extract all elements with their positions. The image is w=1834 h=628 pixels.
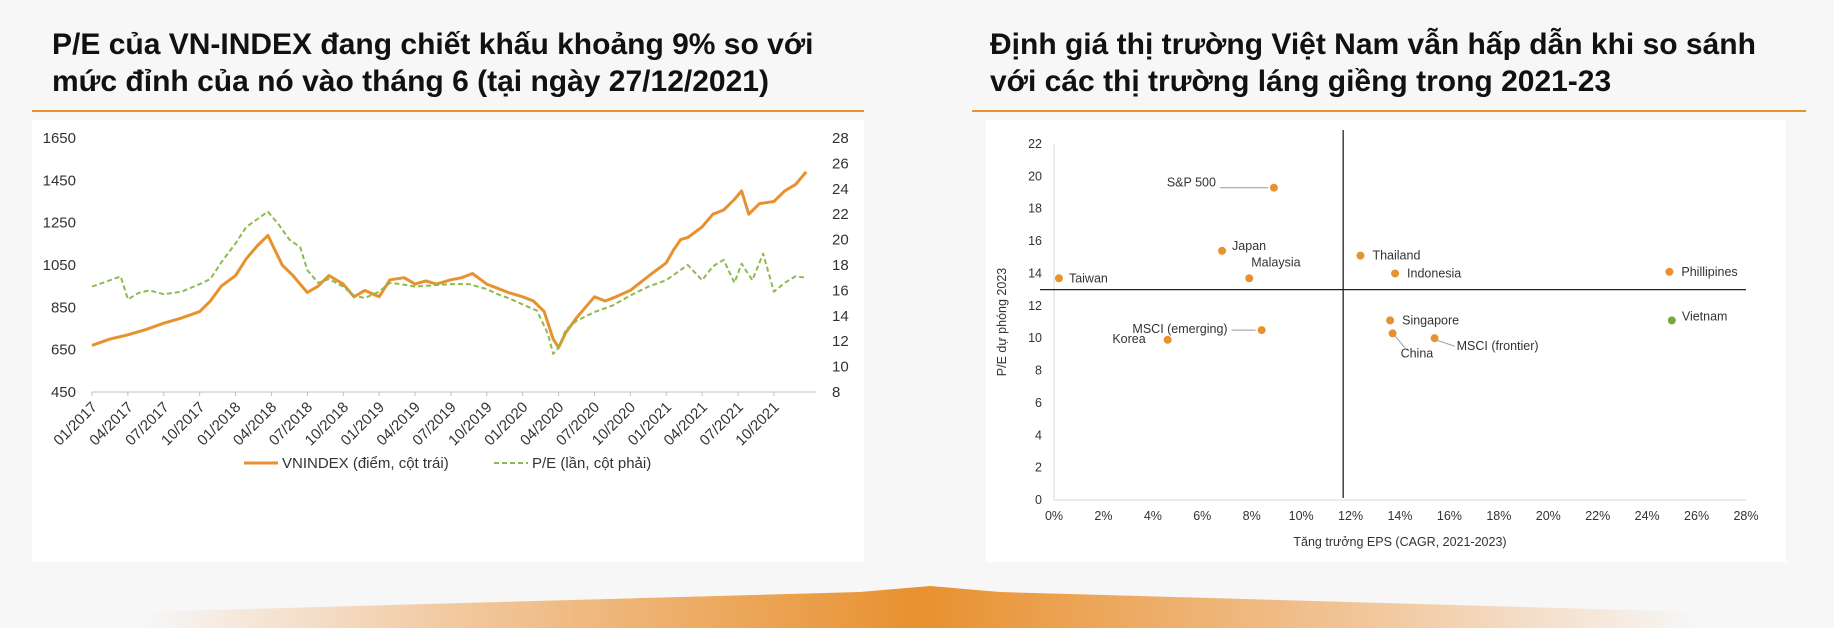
- scatter-y-tick-label: 0: [1035, 493, 1042, 507]
- y-right-tick-label: 10: [832, 359, 849, 376]
- point-leader-line: [1436, 339, 1455, 347]
- scatter-point: [1391, 269, 1400, 278]
- scatter-point-label: MSCI (frontier): [1457, 339, 1539, 353]
- scatter-point-label: S&P 500: [1167, 176, 1216, 190]
- scatter-x-tick-label: 20%: [1536, 509, 1561, 523]
- scatter-point-label: Indonesia: [1407, 266, 1461, 280]
- scatter-point: [1430, 334, 1439, 343]
- scatter-x-tick-label: 22%: [1585, 509, 1610, 523]
- scatter-x-tick-label: 26%: [1684, 509, 1709, 523]
- left-chart-title-line2: mức đỉnh của nó vào tháng 6 (tại ngày 27…: [52, 65, 769, 98]
- left-chart-title-line1: P/E của VN-INDEX đang chiết khấu khoảng …: [52, 28, 814, 61]
- scatter-x-tick-label: 12%: [1338, 509, 1363, 523]
- scatter-y-tick-label: 22: [1028, 137, 1042, 151]
- scatter-point-label: Vietnam: [1682, 309, 1728, 323]
- scatter-y-tick-label: 18: [1028, 202, 1042, 216]
- scatter-y-tick-label: 4: [1035, 428, 1042, 442]
- scatter-point-label: Singapore: [1402, 313, 1459, 327]
- y-left-tick-label: 1050: [43, 257, 76, 274]
- scatter-y-tick-label: 2: [1035, 461, 1042, 475]
- legend-vnindex-label: VNINDEX (điểm, cột trái): [282, 455, 449, 472]
- scatter-point-label: Korea: [1112, 332, 1145, 346]
- y-right-tick-label: 12: [832, 333, 849, 350]
- vnindex-series-line: [91, 170, 808, 350]
- right-title-divider: [972, 110, 1806, 112]
- valuation-scatter-panel: 0 2 4 6 8 10 12 14 16 18 20 22 0% 2% 4% 6% 8% 10% 12% 14% 16…: [986, 120, 1786, 562]
- y-left-tick-label: 450: [51, 384, 76, 401]
- right-chart-title-line1: Định giá thị trường Việt Nam vẫn hấp dẫn…: [990, 28, 1756, 61]
- scatter-y-tick-label: 14: [1028, 266, 1042, 280]
- scatter-x-axis-title: Tăng trưởng EPS (CAGR, 2021-2023): [1293, 535, 1506, 549]
- vnindex-pe-chart-panel: 1650 1450 1250 1050 850 650 450 28 26 24 22 20 18 16 1…: [32, 120, 864, 562]
- footer-accent-band: [140, 586, 1700, 628]
- scatter-x-tick-label: 24%: [1635, 509, 1660, 523]
- y-right-tick-label: 16: [832, 282, 849, 299]
- scatter-point: [1163, 335, 1172, 344]
- scatter-x-tick-label: 14%: [1387, 509, 1412, 523]
- scatter-point-label: Taiwan: [1069, 271, 1108, 285]
- scatter-y-tick-label: 16: [1028, 234, 1042, 248]
- scatter-point: [1665, 267, 1674, 276]
- y-right-tick-label: 18: [832, 257, 849, 274]
- y-left-tick-label: 1450: [43, 172, 76, 189]
- scatter-point-label: Japan: [1232, 239, 1266, 253]
- scatter-x-tick-label: 6%: [1193, 509, 1211, 523]
- scatter-point: [1245, 274, 1254, 283]
- y-left-tick-label: 1650: [43, 130, 76, 147]
- y-right-tick-label: 20: [832, 232, 849, 249]
- scatter-x-tick-label: 10%: [1289, 509, 1314, 523]
- y-right-tick-label: 24: [832, 181, 849, 198]
- scatter-point-label: MSCI (emerging): [1132, 322, 1227, 336]
- y-right-tick-label: 26: [832, 155, 849, 172]
- scatter-point: [1356, 251, 1365, 260]
- y-right-tick-label: 8: [832, 384, 840, 401]
- scatter-point: [1257, 326, 1266, 335]
- scatter-point-label: China: [1401, 346, 1434, 360]
- right-chart-title: Định giá thị trường Việt Nam vẫn hấp dẫn…: [990, 26, 1756, 100]
- left-chart-title: P/E của VN-INDEX đang chiết khấu khoảng …: [52, 26, 814, 100]
- y-left-tick-label: 650: [51, 342, 76, 359]
- scatter-x-tick-label: 0%: [1045, 509, 1063, 523]
- scatter-point-label: Thailand: [1372, 249, 1420, 263]
- scatter-x-tick-label: 18%: [1486, 509, 1511, 523]
- scatter-x-tick-label: 28%: [1733, 509, 1758, 523]
- scatter-y-axis-title: P/E dự phóng 2023: [995, 268, 1009, 377]
- scatter-x-tick-label: 4%: [1144, 509, 1162, 523]
- scatter-point: [1269, 183, 1278, 192]
- scatter-point: [1054, 274, 1063, 283]
- y-right-tick-label: 28: [832, 130, 849, 147]
- scatter-x-tick-label: 8%: [1243, 509, 1261, 523]
- y-right-tick-label: 14: [832, 308, 849, 325]
- scatter-y-tick-label: 6: [1035, 396, 1042, 410]
- scatter-point-label: Phillipines: [1681, 265, 1737, 279]
- left-title-divider: [32, 110, 864, 112]
- scatter-y-tick-label: 20: [1028, 169, 1042, 183]
- y-left-tick-label: 850: [51, 299, 76, 316]
- y-right-tick-label: 22: [832, 206, 849, 223]
- scatter-point: [1386, 316, 1395, 325]
- scatter-point: [1388, 329, 1397, 338]
- legend-pe-label: P/E (lần, cột phải): [532, 455, 651, 472]
- scatter-y-tick-label: 12: [1028, 299, 1042, 313]
- scatter-y-tick-label: 8: [1035, 364, 1042, 378]
- y-left-tick-label: 1250: [43, 215, 76, 232]
- right-chart-title-line2: với các thị trường láng giềng trong 2021…: [990, 65, 1612, 98]
- scatter-point: [1218, 246, 1227, 255]
- vnindex-pe-line-chart: 1650 1450 1250 1050 850 650 450 28 26 24 22 20 18 16 1…: [43, 130, 849, 472]
- valuation-scatter-chart: 0 2 4 6 8 10 12 14 16 18 20 22 0% 2% 4% 6% 8% 10% 12% 14% 16…: [995, 130, 1759, 549]
- scatter-point-label: Malaysia: [1251, 255, 1300, 269]
- point-leader-line: [1394, 335, 1405, 348]
- scatter-x-tick-label: 16%: [1437, 509, 1462, 523]
- scatter-x-tick-label: 2%: [1094, 509, 1112, 523]
- pe-series-line: [91, 210, 807, 355]
- scatter-y-tick-label: 10: [1028, 331, 1042, 345]
- scatter-point: [1667, 316, 1676, 325]
